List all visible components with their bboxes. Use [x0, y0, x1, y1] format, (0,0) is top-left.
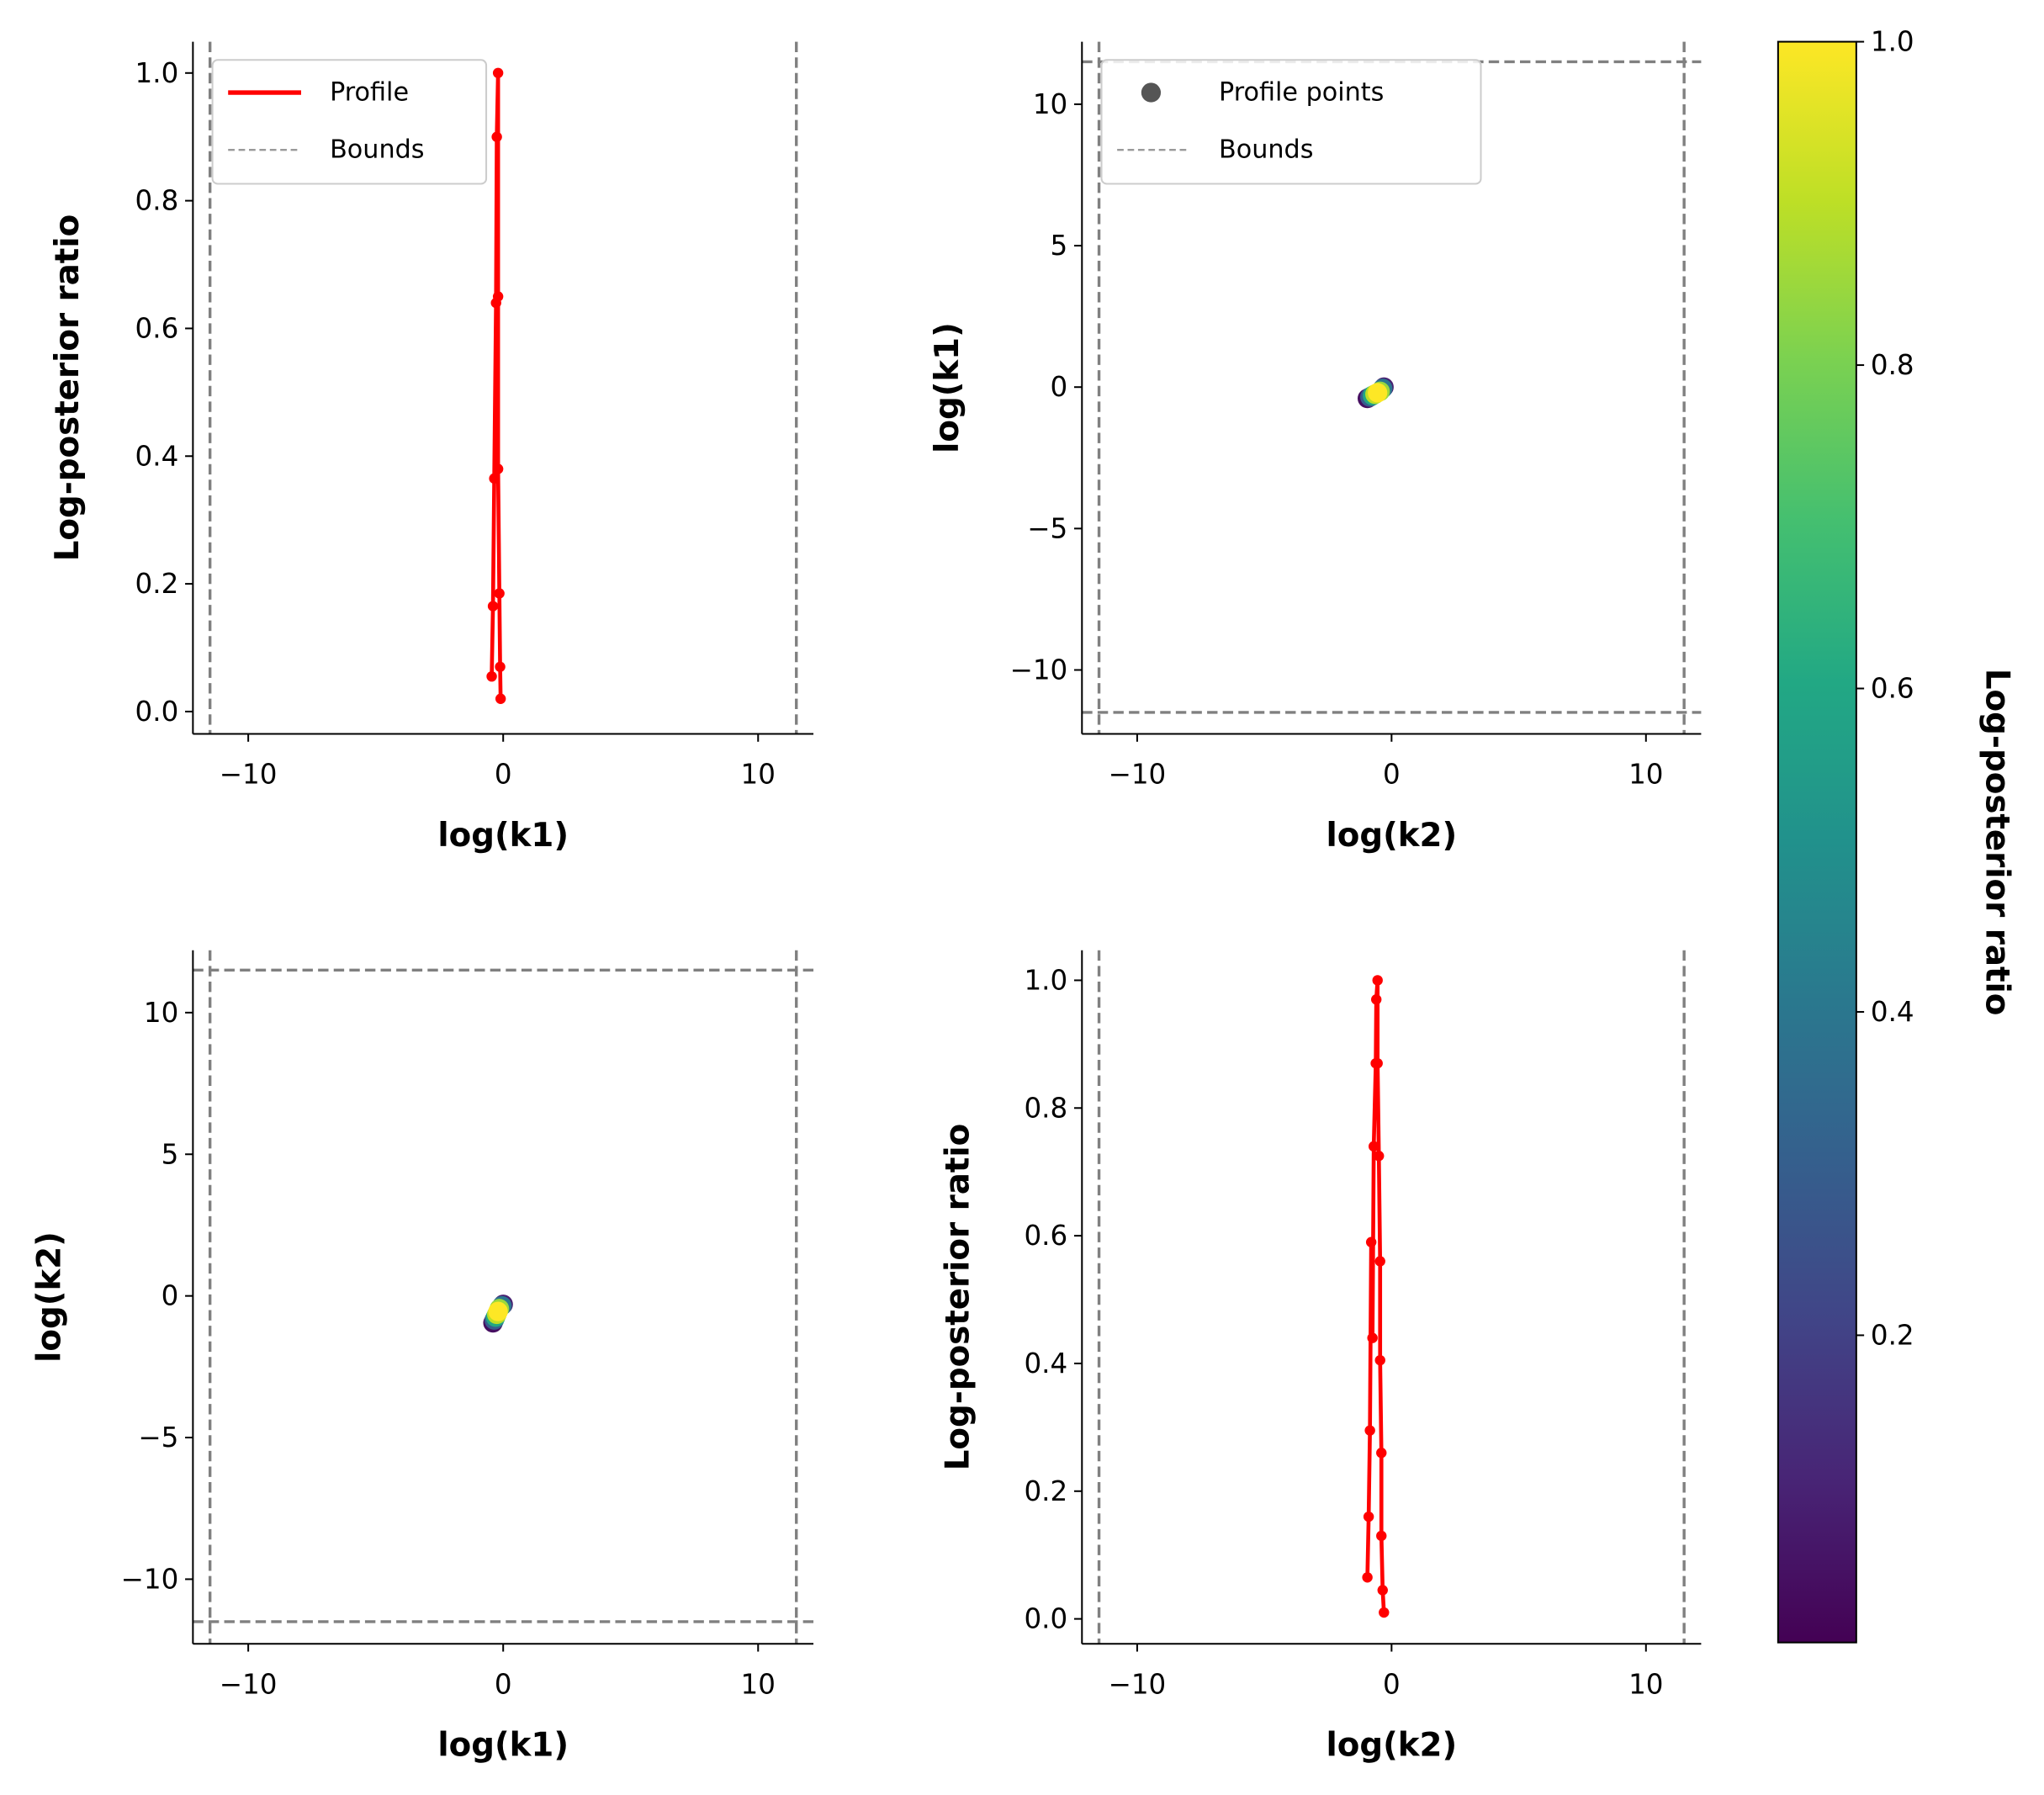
y-tick-label: 0.2: [135, 568, 179, 600]
y-tick-label: 10: [144, 997, 178, 1029]
y-tick-label: 5: [1051, 230, 1068, 262]
x-tick-label: −10: [1109, 1668, 1167, 1700]
y-tick-label: 0.0: [1024, 1603, 1067, 1635]
profile-marker: [495, 661, 506, 672]
y-tick-label: 0.6: [135, 312, 179, 344]
colorbar-tick-label: 0.8: [1871, 349, 1914, 381]
y-tick-label: −10: [1010, 654, 1068, 686]
y-tick-label: 0.2: [1024, 1475, 1067, 1507]
x-tick-label: 10: [1628, 1668, 1663, 1700]
y-tick-label: 1.0: [1024, 964, 1067, 996]
y-tick-label: 0.4: [135, 440, 179, 472]
y-axis-label: Log-posterior ratio: [940, 1124, 977, 1471]
y-tick-label: 0.0: [135, 696, 179, 728]
legend-label: Profile points: [1219, 78, 1384, 108]
scatter-point: [488, 1301, 508, 1321]
y-tick-label: 0: [1051, 371, 1068, 403]
colorbar-tick-label: 0.4: [1871, 996, 1914, 1028]
y-tick-label: 10: [1033, 88, 1067, 120]
y-axis-label: log(k2): [30, 1231, 68, 1363]
x-tick-label: −10: [1109, 759, 1167, 791]
y-axis-label: log(k1): [929, 322, 966, 453]
profile-marker: [1363, 1511, 1374, 1522]
profile-marker: [487, 601, 499, 612]
x-tick-label: 10: [741, 759, 776, 791]
profile-marker: [492, 291, 504, 302]
profile-marker: [1365, 1236, 1377, 1247]
x-tick-label: −10: [220, 759, 278, 791]
x-tick-label: 0: [495, 1668, 512, 1700]
y-tick-label: 0.8: [1024, 1092, 1067, 1124]
legend-label: Bounds: [330, 135, 424, 165]
profile-marker: [1376, 1448, 1387, 1459]
x-tick-label: 0: [1383, 1668, 1401, 1700]
y-tick-label: 0: [162, 1280, 179, 1312]
x-axis-label: log(k1): [437, 1727, 569, 1765]
x-tick-label: 10: [1628, 759, 1663, 791]
legend-marker: [1141, 82, 1162, 103]
x-axis-label: log(k1): [437, 817, 569, 855]
profile-marker: [1377, 1585, 1388, 1596]
x-tick-label: −10: [220, 1668, 278, 1700]
x-axis-label: log(k2): [1326, 1727, 1457, 1765]
profile-marker: [495, 693, 506, 704]
profile-marker: [1374, 1151, 1385, 1162]
colorbar-label: Log-posterior ratio: [1978, 669, 2016, 1016]
x-tick-label: 0: [1383, 759, 1401, 791]
y-axis-label: Log-posterior ratio: [49, 214, 87, 562]
profile-marker: [489, 473, 500, 484]
y-tick-label: 5: [162, 1138, 179, 1170]
y-tick-label: 0.4: [1024, 1348, 1067, 1379]
y-tick-label: −5: [138, 1422, 178, 1453]
profile-marker: [1372, 975, 1383, 986]
profile-marker: [1367, 1332, 1378, 1343]
profile-marker: [1376, 1530, 1387, 1542]
legend-label: Bounds: [1219, 135, 1313, 165]
x-axis-label: log(k2): [1326, 817, 1457, 855]
y-tick-label: −10: [121, 1563, 179, 1595]
colorbar: [1777, 40, 1857, 1644]
profile-marker: [1374, 1354, 1385, 1366]
legend-label: Profile: [330, 78, 409, 108]
profile-marker: [1379, 1607, 1390, 1618]
profile-marker: [1368, 1141, 1379, 1152]
colorbar-tick-label: 1.0: [1871, 26, 1914, 58]
profile-marker: [1371, 994, 1382, 1005]
y-tick-label: 1.0: [135, 57, 179, 89]
y-tick-label: 0.8: [135, 185, 179, 217]
x-tick-label: 0: [495, 759, 512, 791]
profile-marker: [1364, 1425, 1375, 1436]
profile-marker: [494, 588, 505, 599]
colorbar-tick-label: 0.6: [1871, 673, 1914, 705]
profile-marker: [1374, 1256, 1385, 1267]
profile-marker: [492, 463, 504, 474]
profile-marker: [492, 67, 504, 78]
profile-marker: [486, 670, 497, 682]
profile-marker: [491, 131, 502, 142]
profile-marker: [1362, 1572, 1373, 1583]
legend-box: [1100, 59, 1482, 185]
y-tick-label: −5: [1027, 512, 1067, 544]
profile-marker: [1372, 1057, 1383, 1069]
colorbar-tick-label: 0.2: [1871, 1319, 1914, 1351]
scatter-point: [1368, 383, 1388, 403]
y-tick-label: 0.6: [1024, 1220, 1067, 1252]
x-tick-label: 10: [741, 1668, 776, 1700]
